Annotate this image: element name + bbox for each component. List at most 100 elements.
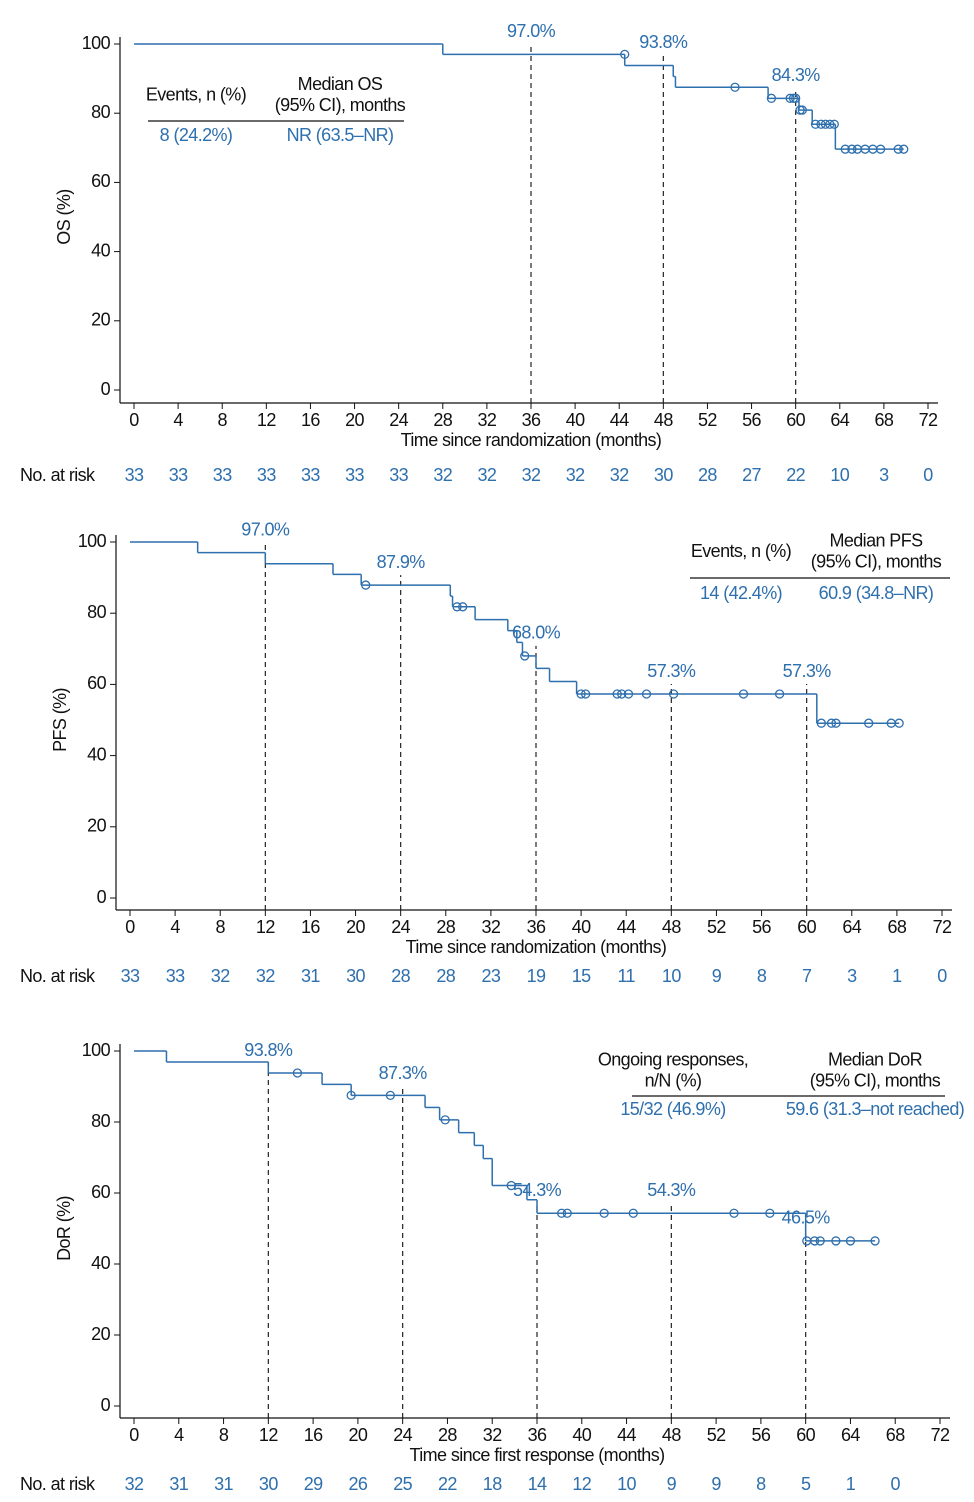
x-tick-label: 16 (301, 917, 320, 937)
x-tick-label: 60 (797, 917, 816, 937)
censor-mark (774, 689, 785, 699)
censor-mark (617, 689, 627, 699)
landmark-label: 87.9% (377, 552, 426, 572)
risk-count: 7 (802, 966, 812, 986)
risk-count: 32 (211, 966, 230, 986)
censor-mark (458, 602, 468, 612)
censor-mark (845, 1236, 856, 1246)
x-tick-label: 32 (477, 410, 496, 430)
x-tick-label: 36 (527, 917, 546, 937)
censor-mark (816, 119, 826, 129)
censor-mark (893, 144, 903, 154)
risk-count: 9 (712, 966, 722, 986)
risk-count: 33 (125, 465, 144, 485)
y-tick-label: 60 (91, 1182, 110, 1202)
risk-count: 27 (742, 465, 761, 485)
censor-mark (385, 1090, 396, 1101)
censor-mark (729, 1208, 739, 1218)
censor-mark (831, 1236, 841, 1246)
x-tick-label: 72 (931, 1425, 950, 1445)
censor-mark (820, 119, 831, 129)
censor-mark (840, 144, 850, 154)
risk-count: 8 (757, 966, 767, 986)
censor-mark (440, 1115, 450, 1125)
risk-count: 3 (879, 465, 889, 485)
x-tick-label: 52 (698, 410, 717, 430)
y-tick-label: 60 (91, 171, 110, 191)
x-tick-label: 68 (887, 917, 906, 937)
x-tick-label: 44 (610, 410, 629, 430)
inset-value: 8 (24.2%) (160, 125, 233, 145)
censor-mark (556, 1208, 567, 1218)
x-tick-label: 0 (129, 410, 139, 430)
landmark-label: 54.3% (513, 1180, 562, 1200)
censor-mark (829, 119, 839, 129)
y-tick-label: 80 (91, 102, 110, 122)
x-tick-label: 40 (566, 410, 585, 430)
censor-mark (810, 119, 821, 129)
censor-mark (346, 1090, 356, 1101)
inset-value: NR (63.5–NR) (287, 125, 394, 145)
x-tick-label: 12 (259, 1425, 278, 1445)
inset-header: Ongoing responses, (598, 1049, 748, 1069)
x-tick-label: 68 (874, 410, 893, 430)
x-tick-label: 8 (218, 410, 228, 430)
risk-count: 33 (389, 465, 408, 485)
x-tick-label: 60 (796, 1425, 815, 1445)
risk-count: 8 (756, 1474, 766, 1494)
inset-value: 60.9 (34.8–NR) (819, 583, 934, 603)
x-tick-label: 56 (751, 1425, 770, 1445)
censor-mark (612, 689, 622, 699)
x-tick-label: 72 (919, 410, 938, 430)
censor-mark (576, 689, 586, 699)
risk-count: 29 (304, 1474, 323, 1494)
x-tick-label: 56 (752, 917, 771, 937)
x-tick-label: 48 (662, 917, 681, 937)
censor-mark (506, 1180, 516, 1191)
risk-count: 15 (572, 966, 591, 986)
x-tick-label: 64 (842, 917, 861, 937)
landmark-label: 84.3% (772, 65, 821, 85)
risk-count: 0 (923, 465, 933, 485)
risk-count: 31 (214, 1474, 233, 1494)
risk-count: 32 (610, 465, 629, 485)
x-tick-label: 32 (483, 1425, 502, 1445)
risk-count: 30 (654, 465, 673, 485)
y-tick-label: 20 (87, 816, 106, 836)
censor-mark (894, 718, 904, 728)
x-tick-label: 60 (786, 410, 805, 430)
risk-count: 0 (937, 966, 947, 986)
x-tick-label: 8 (216, 917, 226, 937)
x-tick-label: 0 (125, 917, 135, 937)
landmark-label: 57.3% (783, 661, 832, 681)
x-tick-label: 20 (346, 917, 365, 937)
risk-count: 9 (711, 1474, 721, 1494)
censor-mark (864, 718, 874, 728)
risk-count: 31 (169, 1474, 188, 1494)
landmark-label: 57.3% (647, 661, 696, 681)
inset-header: Median DoR (828, 1049, 923, 1069)
landmark-label: 87.3% (379, 1063, 428, 1083)
x-tick-label: 20 (345, 410, 364, 430)
censor-mark (520, 651, 530, 661)
censor-mark (785, 93, 795, 103)
censor-mark (809, 1236, 820, 1246)
risk-count: 33 (121, 966, 140, 986)
censor-mark (815, 1236, 825, 1246)
censor-mark (831, 718, 841, 728)
inset-header: n/N (%) (645, 1070, 702, 1090)
x-tick-label: 64 (841, 1425, 860, 1445)
y-tick-label: 100 (78, 531, 107, 551)
risk-count: 10 (617, 1474, 636, 1494)
risk-count: 28 (391, 966, 410, 986)
x-tick-label: 32 (481, 917, 500, 937)
risk-count: 31 (301, 966, 320, 986)
x-tick-label: 12 (256, 917, 275, 937)
landmark-label: 97.0% (241, 519, 290, 539)
censor-mark (562, 1208, 572, 1218)
x-tick-label: 36 (528, 1425, 547, 1445)
risk-count: 25 (393, 1474, 412, 1494)
x-tick-label: 12 (257, 410, 276, 430)
x-tick-label: 56 (742, 410, 761, 430)
landmark-label: 97.0% (507, 21, 556, 41)
